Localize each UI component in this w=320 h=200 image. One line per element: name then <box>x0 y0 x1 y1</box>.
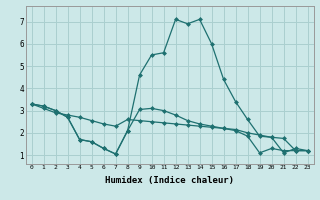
X-axis label: Humidex (Indice chaleur): Humidex (Indice chaleur) <box>105 176 234 185</box>
